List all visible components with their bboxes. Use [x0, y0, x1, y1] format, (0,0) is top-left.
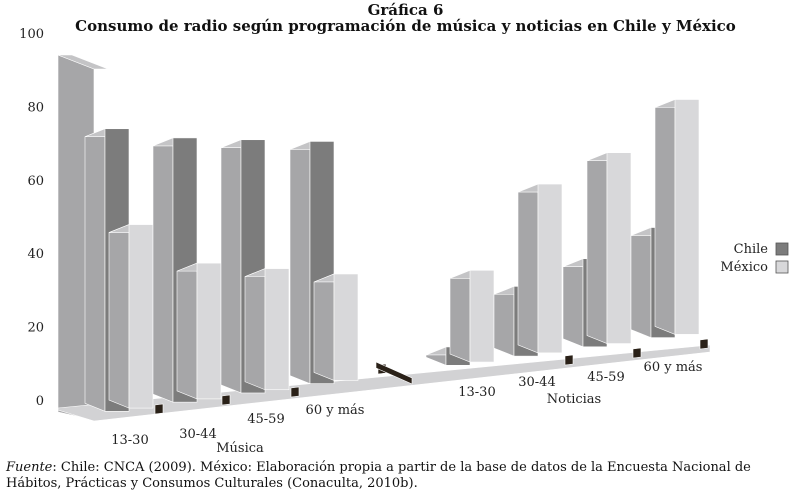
y-tick-label: 80: [27, 100, 44, 115]
floor-slab: [57, 344, 711, 422]
floor-edge-mark: [699, 338, 709, 350]
y-tick-label: 60: [27, 174, 44, 189]
bar-chile-side: [289, 140, 311, 385]
bar-mexico-side: [654, 99, 676, 335]
caption-text: : Chile: CNCA (2009). México: Elaboració…: [6, 460, 751, 491]
floor-edge-mark: [290, 386, 300, 398]
bar-mexico: [333, 273, 359, 381]
chart-title: Consumo de radio según programación de m…: [75, 17, 736, 35]
bar-chile-side: [84, 128, 106, 412]
y-tick-label: 20: [27, 321, 44, 336]
category-label-musica: 30-44: [179, 427, 216, 442]
bar-mexico-side: [313, 273, 335, 381]
caption-prefix: Fuente: [6, 460, 53, 475]
source-caption: Fuente: Chile: CNCA (2009). México: Elab…: [6, 460, 806, 492]
bar-mexico-side: [586, 152, 608, 344]
floor-edge-mark: [632, 347, 642, 359]
bar-mexico: [606, 152, 632, 344]
y-tick-label: 40: [27, 247, 44, 262]
floor-edge-mark: [221, 394, 231, 406]
bar-chile-side: [493, 285, 515, 357]
legend-swatch: [775, 242, 789, 256]
bars: [84, 99, 700, 412]
category-label-musica: 13-30: [111, 433, 148, 448]
category-label-noticias: 45-59: [587, 370, 624, 385]
group-label-noticias: Noticias: [547, 392, 601, 407]
bar-chile-side: [220, 139, 242, 394]
bar-chile-side: [152, 137, 174, 403]
bar-chile-side: [562, 258, 584, 348]
floor-gap-mark: [375, 361, 413, 385]
y-tick-label: 100: [19, 27, 44, 42]
floor: [57, 338, 711, 422]
bar-mexico: [128, 224, 154, 409]
bar-mexico-side: [244, 268, 266, 391]
bar-mexico-side: [517, 183, 539, 354]
figure-label: Gráfica 6: [367, 1, 444, 19]
bar-mexico: [537, 183, 563, 354]
back-wall-top: [57, 54, 109, 70]
category-label-musica: 60 y más: [306, 403, 365, 418]
legend-label: México: [720, 260, 768, 275]
bar-mexico: [264, 268, 290, 391]
bar-mexico: [674, 99, 700, 335]
category-label-noticias: 13-30: [458, 385, 495, 400]
bar-chile-side: [630, 227, 652, 339]
group-label-musica: Música: [216, 441, 264, 455]
floor-edge-mark: [564, 354, 574, 366]
category-label-noticias: 30-44: [518, 375, 555, 390]
bar-mexico-side: [449, 269, 471, 363]
floor-edge-mark: [154, 403, 164, 415]
legend-label: Chile: [734, 242, 769, 257]
category-labels: 13-30 30-44 45-59 60 y más 13-30 30-44 45-59 60…: [111, 360, 702, 455]
legend: Chile México: [720, 242, 789, 275]
bar-mexico: [469, 269, 495, 363]
legend-swatch: [775, 260, 789, 274]
bar-mexico-side: [176, 262, 198, 400]
bar-mexico: [196, 262, 222, 400]
category-label-noticias: 60 y más: [644, 360, 703, 375]
category-label-musica: 45-59: [247, 412, 284, 427]
y-axis: 0 20 40 60 80 100: [19, 27, 44, 409]
bar-mexico-side: [108, 224, 130, 409]
y-tick-label: 0: [36, 394, 44, 409]
